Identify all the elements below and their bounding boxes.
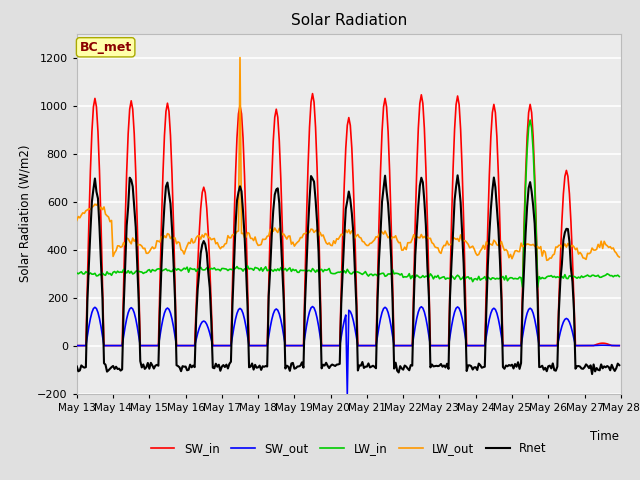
LW_out <box>73 217 81 223</box>
LW_in <box>73 270 81 276</box>
Rnet <box>73 363 81 369</box>
LW_out <box>312 228 319 234</box>
Line: LW_in: LW_in <box>77 120 620 287</box>
Rnet <box>262 363 269 369</box>
SW_out <box>344 391 351 396</box>
Rnet <box>616 362 623 368</box>
X-axis label: Time: Time <box>590 430 619 443</box>
Legend: SW_in, SW_out, LW_in, LW_out, Rnet: SW_in, SW_out, LW_in, LW_out, Rnet <box>146 437 552 460</box>
LW_out <box>543 257 550 263</box>
LW_out <box>140 246 147 252</box>
LW_out <box>235 228 243 234</box>
SW_out <box>312 309 319 315</box>
LW_out <box>588 245 596 251</box>
SW_out <box>73 343 81 348</box>
LW_in <box>534 284 541 290</box>
SW_out <box>262 343 269 348</box>
SW_in <box>235 111 243 117</box>
SW_out <box>253 343 260 348</box>
SW_in <box>587 343 595 348</box>
SW_in <box>253 343 260 348</box>
Rnet <box>253 365 260 371</box>
SW_out <box>140 343 147 348</box>
LW_in <box>526 117 534 123</box>
SW_in <box>73 343 81 348</box>
Text: BC_met: BC_met <box>79 41 132 54</box>
Line: Rnet: Rnet <box>77 175 620 374</box>
Y-axis label: Solar Radiation (W/m2): Solar Radiation (W/m2) <box>19 145 32 282</box>
SW_out <box>588 343 596 348</box>
Line: SW_in: SW_in <box>77 94 620 346</box>
LW_in <box>235 266 243 272</box>
LW_in <box>616 274 623 279</box>
SW_out <box>235 307 243 312</box>
SW_in <box>262 343 269 348</box>
LW_in <box>588 272 596 278</box>
LW_in <box>310 267 318 273</box>
SW_in <box>308 91 316 96</box>
Line: SW_out: SW_out <box>77 307 620 394</box>
Rnet <box>454 172 461 178</box>
LW_out <box>616 254 623 260</box>
Rnet <box>588 371 596 377</box>
Line: LW_out: LW_out <box>77 58 620 260</box>
LW_out <box>236 55 244 60</box>
SW_out <box>616 343 623 348</box>
SW_in <box>312 124 319 130</box>
LW_in <box>262 264 269 270</box>
LW_in <box>253 265 260 271</box>
LW_out <box>254 242 262 248</box>
Rnet <box>587 362 595 368</box>
Rnet <box>235 189 243 195</box>
SW_in <box>140 343 147 348</box>
SW_out <box>308 304 316 310</box>
Title: Solar Radiation: Solar Radiation <box>291 13 407 28</box>
SW_in <box>616 343 623 348</box>
LW_in <box>140 271 147 276</box>
Rnet <box>140 361 147 367</box>
Rnet <box>310 179 318 185</box>
LW_out <box>264 233 271 239</box>
